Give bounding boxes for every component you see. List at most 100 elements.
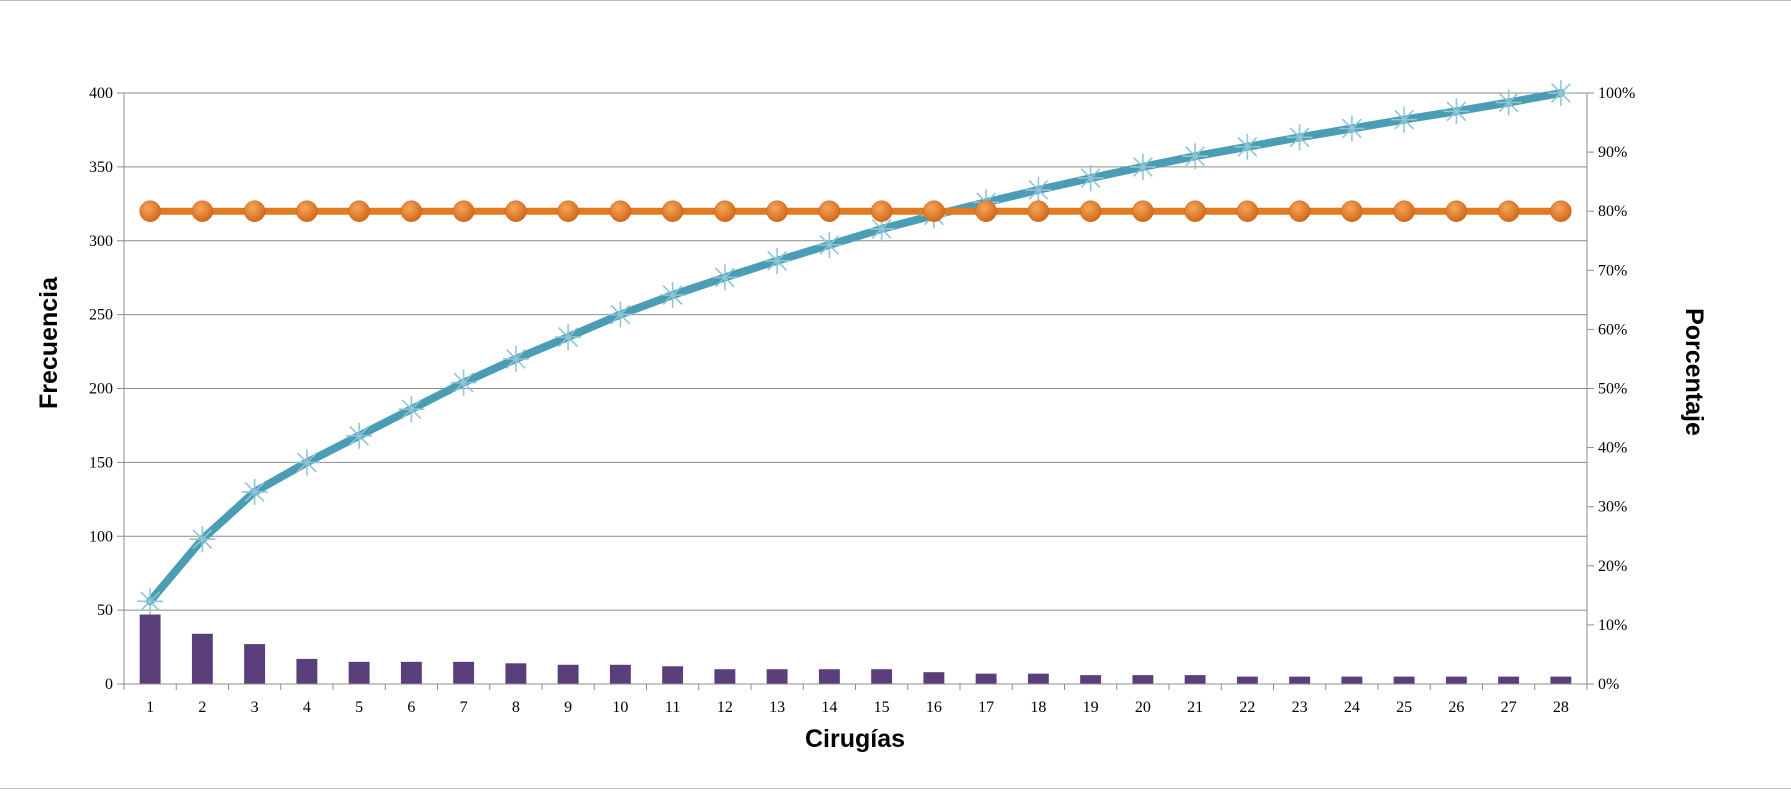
threshold-point xyxy=(818,200,841,222)
cumulative-point xyxy=(607,301,634,328)
x-tick-label: 11 xyxy=(665,699,680,716)
bar xyxy=(348,661,370,684)
asterisk-stroke xyxy=(1185,146,1206,167)
threshold-point xyxy=(1027,200,1050,222)
x-tick-label: 6 xyxy=(407,699,415,716)
y-tick-label: 0 xyxy=(105,676,113,693)
bar xyxy=(975,673,997,684)
threshold-point xyxy=(348,200,370,222)
bar xyxy=(1498,676,1520,684)
y2-tick-label: 90% xyxy=(1598,144,1627,161)
y2-tick-label: 30% xyxy=(1598,499,1627,516)
threshold-point xyxy=(661,200,684,222)
threshold-point xyxy=(1341,200,1363,222)
asterisk-stroke xyxy=(610,304,631,325)
y-axis-title: Frecuencia xyxy=(35,276,63,409)
asterisk-stroke xyxy=(714,267,735,288)
asterisk-stroke xyxy=(140,591,161,612)
threshold-point xyxy=(1497,200,1520,222)
cumulative-point xyxy=(555,324,582,351)
x-tick-label: 15 xyxy=(874,699,890,716)
y2-tick-label: 100% xyxy=(1598,85,1635,102)
y-tick-label: 50 xyxy=(97,602,113,619)
cumulative-point xyxy=(346,422,373,449)
threshold-point xyxy=(1184,200,1206,222)
asterisk-stroke xyxy=(1289,127,1310,148)
x-tick-label: 14 xyxy=(821,699,837,716)
asterisk-stroke xyxy=(244,481,265,502)
x-tick-label: 22 xyxy=(1239,699,1255,716)
threshold-point xyxy=(1132,200,1154,222)
cumulative-point xyxy=(137,588,164,615)
asterisk-stroke xyxy=(505,348,526,369)
x-tick-label: 12 xyxy=(717,699,733,716)
cumulative-point xyxy=(1547,80,1574,106)
x-axis-title: Cirugías xyxy=(805,725,905,753)
x-tick-label: 16 xyxy=(926,699,942,716)
threshold-point xyxy=(296,200,318,222)
asterisk-stroke xyxy=(558,327,579,348)
x-tick-label: 26 xyxy=(1448,699,1464,716)
x-tick-label: 25 xyxy=(1396,699,1412,716)
bar xyxy=(1289,676,1311,684)
threshold-point xyxy=(714,200,736,222)
bar xyxy=(1132,675,1154,684)
bar xyxy=(923,672,945,684)
x-tick-label: 5 xyxy=(355,699,363,716)
x-tick-label: 8 xyxy=(512,699,520,716)
threshold-point xyxy=(870,200,893,222)
y2-tick-label: 70% xyxy=(1598,262,1627,279)
asterisk-stroke xyxy=(1132,156,1153,177)
bar xyxy=(1080,675,1102,684)
line-series xyxy=(137,80,1574,615)
asterisk-stroke xyxy=(1237,136,1258,157)
threshold-point xyxy=(139,200,161,222)
asterisk-stroke xyxy=(1394,109,1415,130)
bar xyxy=(296,658,318,684)
asterisk-stroke xyxy=(1550,83,1571,103)
cumulative-line xyxy=(146,89,1565,606)
asterisk-stroke xyxy=(1028,179,1049,200)
cumulative-point xyxy=(1286,124,1313,151)
bar xyxy=(191,633,213,684)
y2-tick-label: 80% xyxy=(1598,203,1627,220)
cumulative-point xyxy=(241,478,268,505)
threshold-point xyxy=(1079,200,1102,222)
cumulative-point xyxy=(1495,89,1522,116)
threshold-point xyxy=(1550,200,1572,222)
x-tick-label: 20 xyxy=(1135,699,1151,716)
cumulative-point xyxy=(502,345,529,372)
threshold-point xyxy=(400,200,423,222)
bar xyxy=(766,669,788,684)
asterisk-stroke xyxy=(192,529,213,550)
threshold-point xyxy=(975,200,997,222)
asterisk-stroke xyxy=(401,399,422,420)
cumulative-point xyxy=(764,247,791,274)
threshold-point xyxy=(1288,200,1311,222)
x-tick-label: 4 xyxy=(303,699,311,716)
x-tick-label: 18 xyxy=(1030,699,1046,716)
cumulative-point xyxy=(1129,153,1156,180)
bar xyxy=(1445,676,1467,684)
bar xyxy=(1550,676,1572,684)
x-tick-label: 9 xyxy=(564,699,572,716)
y2-tick-label: 40% xyxy=(1598,440,1627,457)
cumulative-point xyxy=(189,526,216,553)
y2-tick-label: 10% xyxy=(1598,617,1627,634)
x-tick-label: 23 xyxy=(1292,699,1308,716)
y2-tick-label: 20% xyxy=(1598,558,1627,575)
y-tick-label: 300 xyxy=(89,233,113,250)
asterisk-stroke xyxy=(767,250,788,271)
cumulative-point xyxy=(1391,106,1418,133)
cumulative-point xyxy=(659,282,686,309)
bar xyxy=(1341,676,1363,684)
tick-labels: 0 50 100 150 200 250 300 350 400 0% 10% 20% 30% 40% 50… xyxy=(89,85,1635,716)
bar xyxy=(662,666,684,684)
x-tick-label: 17 xyxy=(978,699,994,716)
cumulative-point xyxy=(711,264,738,291)
asterisk-stroke xyxy=(349,425,370,446)
x-tick-label: 10 xyxy=(612,699,628,716)
y2-tick-label: 0% xyxy=(1598,676,1619,693)
threshold-point xyxy=(1393,200,1415,222)
